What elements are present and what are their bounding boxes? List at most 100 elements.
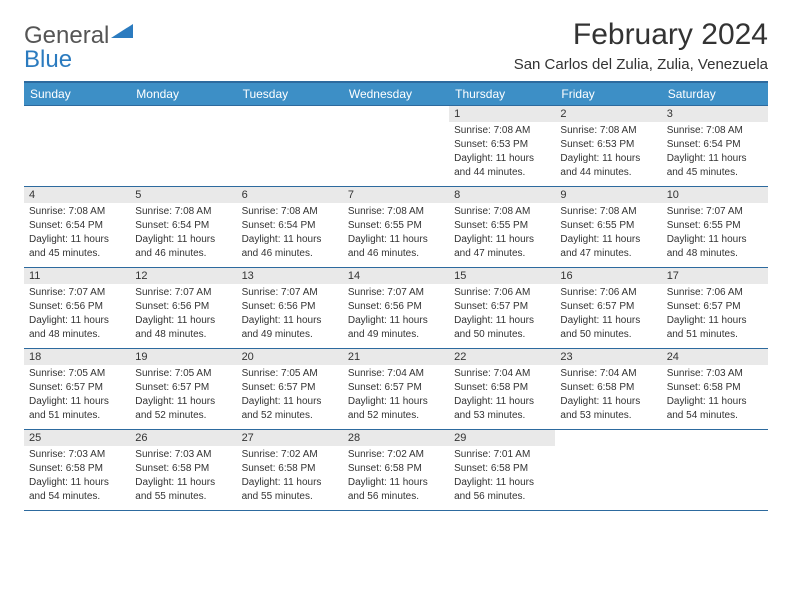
day-number: 25 xyxy=(24,430,130,446)
sunset-text: Sunset: 6:56 PM xyxy=(135,300,231,314)
day-cell: 23Sunrise: 7:04 AMSunset: 6:58 PMDayligh… xyxy=(555,349,661,430)
sunrise-text: Sunrise: 7:03 AM xyxy=(667,367,763,381)
day-details: Sunrise: 7:05 AMSunset: 6:57 PMDaylight:… xyxy=(130,365,236,429)
sunset-text: Sunset: 6:57 PM xyxy=(242,381,338,395)
daylight-text: Daylight: 11 hours and 53 minutes. xyxy=(560,395,656,423)
sunset-text: Sunset: 6:58 PM xyxy=(29,462,125,476)
day-details: Sunrise: 7:08 AMSunset: 6:53 PMDaylight:… xyxy=(449,122,555,186)
day-details xyxy=(237,122,343,172)
sunset-text: Sunset: 6:54 PM xyxy=(29,219,125,233)
day-details: Sunrise: 7:08 AMSunset: 6:54 PMDaylight:… xyxy=(662,122,768,186)
sunset-text: Sunset: 6:55 PM xyxy=(560,219,656,233)
day-number: 22 xyxy=(449,349,555,365)
sunrise-text: Sunrise: 7:06 AM xyxy=(454,286,550,300)
calendar-page: General Blue February 2024 San Carlos de… xyxy=(0,0,792,529)
logo-blue: Blue xyxy=(24,46,72,73)
daylight-text: Daylight: 11 hours and 48 minutes. xyxy=(667,233,763,261)
day-details: Sunrise: 7:06 AMSunset: 6:57 PMDaylight:… xyxy=(662,284,768,348)
sunrise-text: Sunrise: 7:03 AM xyxy=(29,448,125,462)
day-details: Sunrise: 7:08 AMSunset: 6:53 PMDaylight:… xyxy=(555,122,661,186)
sunrise-text: Sunrise: 7:04 AM xyxy=(454,367,550,381)
title-block: February 2024 San Carlos del Zulia, Zuli… xyxy=(514,18,768,73)
daylight-text: Daylight: 11 hours and 46 minutes. xyxy=(242,233,338,261)
location: San Carlos del Zulia, Zulia, Venezuela xyxy=(514,56,768,73)
daylight-text: Daylight: 11 hours and 47 minutes. xyxy=(454,233,550,261)
day-number: 5 xyxy=(130,187,236,203)
daylight-text: Daylight: 11 hours and 53 minutes. xyxy=(454,395,550,423)
daylight-text: Daylight: 11 hours and 52 minutes. xyxy=(135,395,231,423)
daylight-text: Daylight: 11 hours and 47 minutes. xyxy=(560,233,656,261)
sunset-text: Sunset: 6:54 PM xyxy=(135,219,231,233)
sunset-text: Sunset: 6:58 PM xyxy=(242,462,338,476)
day-cell xyxy=(662,430,768,511)
day-cell: 2Sunrise: 7:08 AMSunset: 6:53 PMDaylight… xyxy=(555,106,661,187)
day-details: Sunrise: 7:04 AMSunset: 6:58 PMDaylight:… xyxy=(449,365,555,429)
daylight-text: Daylight: 11 hours and 45 minutes. xyxy=(667,152,763,180)
sunrise-text: Sunrise: 7:04 AM xyxy=(348,367,444,381)
day-cell: 19Sunrise: 7:05 AMSunset: 6:57 PMDayligh… xyxy=(130,349,236,430)
day-number: 18 xyxy=(24,349,130,365)
sunset-text: Sunset: 6:58 PM xyxy=(454,381,550,395)
day-number: 9 xyxy=(555,187,661,203)
day-details: Sunrise: 7:06 AMSunset: 6:57 PMDaylight:… xyxy=(449,284,555,348)
sunset-text: Sunset: 6:57 PM xyxy=(667,300,763,314)
logo-text-block: General Blue xyxy=(24,24,133,72)
calendar-week-row: 18Sunrise: 7:05 AMSunset: 6:57 PMDayligh… xyxy=(24,349,768,430)
calendar-week-row: 25Sunrise: 7:03 AMSunset: 6:58 PMDayligh… xyxy=(24,430,768,511)
day-details: Sunrise: 7:08 AMSunset: 6:54 PMDaylight:… xyxy=(130,203,236,267)
day-cell: 14Sunrise: 7:07 AMSunset: 6:56 PMDayligh… xyxy=(343,268,449,349)
day-details: Sunrise: 7:03 AMSunset: 6:58 PMDaylight:… xyxy=(662,365,768,429)
sunrise-text: Sunrise: 7:05 AM xyxy=(135,367,231,381)
sunset-text: Sunset: 6:58 PM xyxy=(454,462,550,476)
sunrise-text: Sunrise: 7:05 AM xyxy=(242,367,338,381)
sunrise-text: Sunrise: 7:08 AM xyxy=(454,124,550,138)
sunset-text: Sunset: 6:58 PM xyxy=(348,462,444,476)
day-number: 11 xyxy=(24,268,130,284)
day-cell: 1Sunrise: 7:08 AMSunset: 6:53 PMDaylight… xyxy=(449,106,555,187)
sunrise-text: Sunrise: 7:07 AM xyxy=(29,286,125,300)
day-details xyxy=(555,446,661,496)
daylight-text: Daylight: 11 hours and 56 minutes. xyxy=(348,476,444,504)
sunset-text: Sunset: 6:56 PM xyxy=(29,300,125,314)
weekday-header: Saturday xyxy=(662,82,768,106)
daylight-text: Daylight: 11 hours and 51 minutes. xyxy=(667,314,763,342)
sunset-text: Sunset: 6:56 PM xyxy=(348,300,444,314)
weekday-header: Sunday xyxy=(24,82,130,106)
sunset-text: Sunset: 6:55 PM xyxy=(348,219,444,233)
calendar-table: Sunday Monday Tuesday Wednesday Thursday… xyxy=(24,81,768,511)
day-details: Sunrise: 7:07 AMSunset: 6:55 PMDaylight:… xyxy=(662,203,768,267)
day-number: 29 xyxy=(449,430,555,446)
daylight-text: Daylight: 11 hours and 54 minutes. xyxy=(667,395,763,423)
day-details: Sunrise: 7:07 AMSunset: 6:56 PMDaylight:… xyxy=(237,284,343,348)
day-number: 20 xyxy=(237,349,343,365)
day-details xyxy=(343,122,449,172)
sunrise-text: Sunrise: 7:07 AM xyxy=(242,286,338,300)
day-details: Sunrise: 7:02 AMSunset: 6:58 PMDaylight:… xyxy=(343,446,449,510)
day-cell xyxy=(130,106,236,187)
day-cell: 7Sunrise: 7:08 AMSunset: 6:55 PMDaylight… xyxy=(343,187,449,268)
daylight-text: Daylight: 11 hours and 49 minutes. xyxy=(348,314,444,342)
sunrise-text: Sunrise: 7:08 AM xyxy=(560,124,656,138)
logo-general: General xyxy=(24,22,109,49)
day-number: 23 xyxy=(555,349,661,365)
day-number: 10 xyxy=(662,187,768,203)
day-cell: 15Sunrise: 7:06 AMSunset: 6:57 PMDayligh… xyxy=(449,268,555,349)
month-title: February 2024 xyxy=(514,18,768,52)
sunset-text: Sunset: 6:58 PM xyxy=(135,462,231,476)
day-cell: 16Sunrise: 7:06 AMSunset: 6:57 PMDayligh… xyxy=(555,268,661,349)
sunset-text: Sunset: 6:54 PM xyxy=(242,219,338,233)
day-cell: 28Sunrise: 7:02 AMSunset: 6:58 PMDayligh… xyxy=(343,430,449,511)
day-number: 8 xyxy=(449,187,555,203)
sunset-text: Sunset: 6:55 PM xyxy=(667,219,763,233)
sunset-text: Sunset: 6:54 PM xyxy=(667,138,763,152)
weekday-header: Monday xyxy=(130,82,236,106)
day-details: Sunrise: 7:07 AMSunset: 6:56 PMDaylight:… xyxy=(24,284,130,348)
day-cell xyxy=(237,106,343,187)
day-cell: 11Sunrise: 7:07 AMSunset: 6:56 PMDayligh… xyxy=(24,268,130,349)
daylight-text: Daylight: 11 hours and 51 minutes. xyxy=(29,395,125,423)
day-cell: 13Sunrise: 7:07 AMSunset: 6:56 PMDayligh… xyxy=(237,268,343,349)
day-cell: 29Sunrise: 7:01 AMSunset: 6:58 PMDayligh… xyxy=(449,430,555,511)
day-details: Sunrise: 7:08 AMSunset: 6:55 PMDaylight:… xyxy=(449,203,555,267)
sunrise-text: Sunrise: 7:04 AM xyxy=(560,367,656,381)
day-number: 16 xyxy=(555,268,661,284)
